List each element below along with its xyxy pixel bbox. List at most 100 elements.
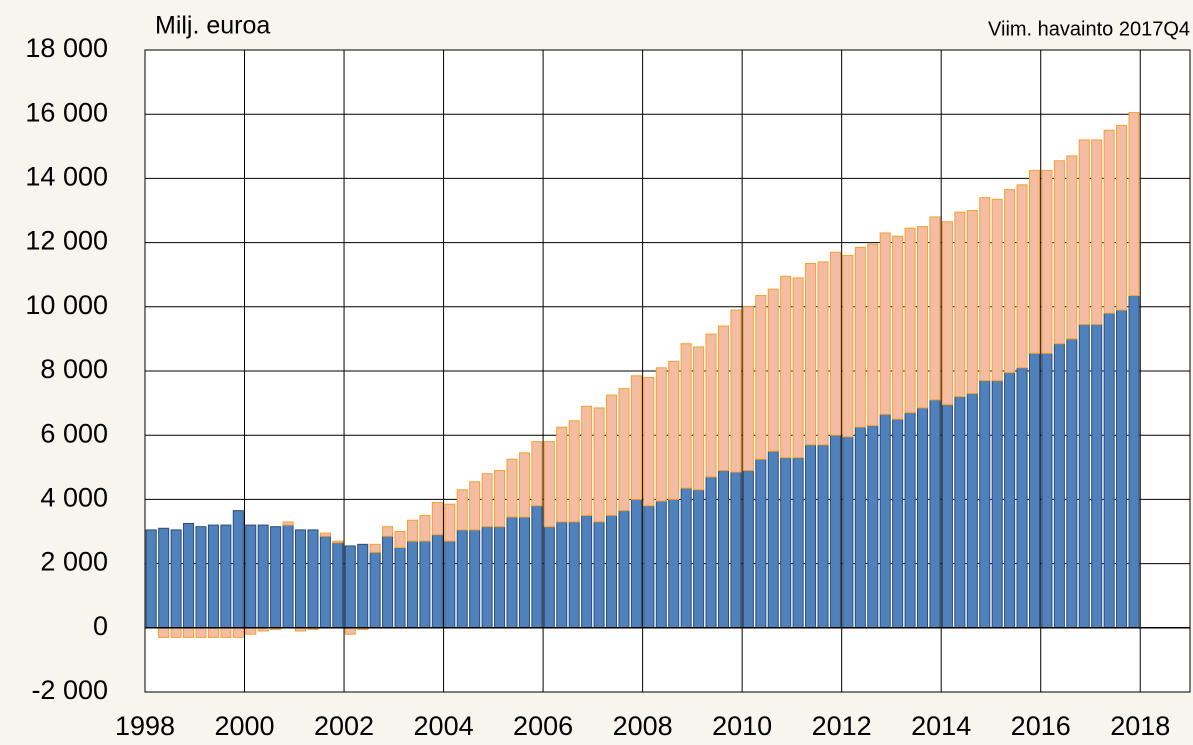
bar: [1004, 189, 1016, 374]
bar: [444, 503, 456, 542]
bar: [469, 481, 481, 531]
bar: [294, 529, 307, 629]
bar: [805, 262, 817, 446]
bar: [929, 399, 941, 629]
bar: [431, 502, 443, 536]
bar: [991, 198, 1003, 382]
bar: [1041, 169, 1053, 354]
bar: [668, 498, 680, 629]
bar: [220, 627, 232, 638]
bar: [854, 426, 866, 629]
plot-border: [144, 49, 1191, 693]
bar: [220, 524, 232, 629]
bar: [145, 529, 157, 629]
bar: [1066, 155, 1078, 340]
bar: [456, 489, 468, 531]
bar: [817, 261, 829, 446]
bar: [1028, 352, 1041, 629]
bar: [581, 514, 593, 629]
bar: [904, 412, 916, 629]
bar: [867, 243, 879, 427]
bar: [717, 325, 730, 472]
bar: [270, 526, 282, 629]
bar: [1128, 295, 1140, 629]
bar: [406, 540, 418, 629]
bar: [929, 216, 941, 401]
x-tick-label: 2004: [414, 711, 474, 741]
bar: [668, 360, 680, 500]
bar: [643, 505, 655, 629]
bar: [879, 413, 891, 629]
bar: [456, 529, 468, 629]
bar: [494, 470, 506, 528]
bar: [1116, 124, 1128, 311]
bar: [817, 444, 829, 629]
x-tick-label: 2012: [812, 711, 872, 741]
x-tick-label: 2014: [911, 711, 971, 741]
bar: [282, 521, 294, 526]
bar: [556, 521, 568, 629]
bar: [854, 246, 866, 428]
bar: [730, 309, 742, 473]
bar: [319, 532, 331, 537]
bar: [431, 534, 443, 629]
bar: [406, 519, 418, 542]
bar: [282, 524, 294, 629]
bar: [867, 425, 879, 629]
x-tick-label: 2002: [314, 711, 374, 741]
bar: [755, 295, 767, 460]
y-tick-label: 6 000: [40, 418, 108, 448]
bar: [792, 457, 804, 629]
bar: [1066, 338, 1078, 629]
bar: [1078, 139, 1090, 325]
bar: [481, 473, 493, 528]
bar: [444, 540, 456, 629]
bar: [693, 489, 705, 629]
bar: [556, 426, 568, 523]
y-tick-label: 10 000: [25, 290, 108, 320]
bar: [419, 514, 431, 542]
bar: [394, 531, 406, 549]
bar: [568, 420, 580, 523]
y-tick-label: 16 000: [25, 97, 108, 127]
bar: [780, 457, 792, 629]
bar: [232, 627, 244, 638]
bar: [904, 227, 916, 414]
bar: [655, 367, 667, 502]
bar: [344, 545, 356, 629]
bar: [979, 197, 991, 382]
bar: [1004, 372, 1016, 629]
bar: [382, 526, 394, 537]
x-tick-label: 2018: [1110, 711, 1170, 741]
bar: [917, 407, 929, 629]
bar: [469, 529, 481, 629]
bar: [506, 458, 518, 518]
bar: [1078, 323, 1090, 629]
bar: [730, 471, 742, 629]
y-tick-label: 12 000: [25, 226, 108, 256]
bar: [518, 516, 530, 629]
bar: [618, 510, 630, 629]
y-tick-label: 4 000: [40, 483, 108, 513]
y-tick-label: 14 000: [25, 162, 108, 192]
bar: [593, 521, 605, 629]
bar: [568, 521, 580, 629]
x-tick-label: 2016: [1011, 711, 1071, 741]
bar: [369, 551, 381, 629]
bar: [1053, 160, 1065, 345]
x-tick-label: 1998: [115, 711, 175, 741]
bar: [207, 627, 219, 638]
bar: [717, 470, 730, 629]
bar: [593, 407, 605, 523]
bar: [170, 627, 182, 638]
bar: [792, 277, 804, 459]
x-tick-label: 2000: [214, 711, 274, 741]
bar: [991, 380, 1003, 629]
x-tick-label: 2008: [613, 711, 673, 741]
bar: [1028, 169, 1041, 354]
bar: [245, 627, 257, 635]
bar: [1103, 129, 1115, 314]
bar: [494, 526, 506, 629]
bar: [543, 526, 555, 629]
